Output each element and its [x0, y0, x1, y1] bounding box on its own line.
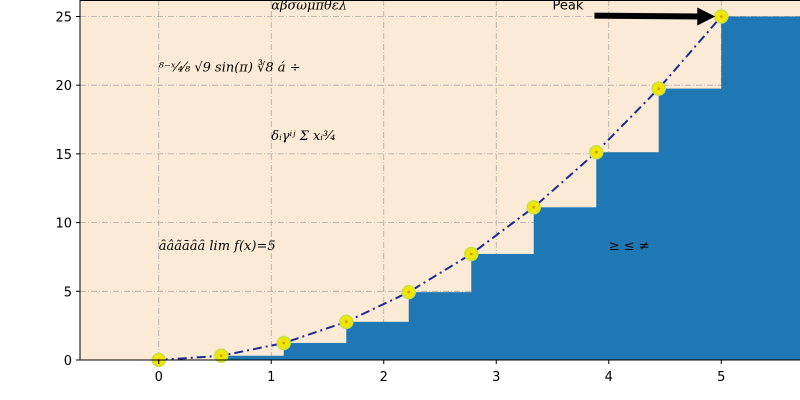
annotation-text: ȃâãāȃȃ lim f(x)=5 — [159, 239, 276, 254]
bars-group — [221, 16, 800, 361]
x-tick-label: 0 — [155, 370, 163, 385]
y-tick-label: 15 — [55, 148, 72, 163]
data-point-center — [719, 15, 723, 18]
y-tick-label: 5 — [64, 285, 72, 300]
data-point-center — [532, 205, 536, 209]
annotation-text: ⁸⁻ˣ⁄₄⁄₈ √9 sin(π) ∛8 á ÷ — [159, 59, 301, 75]
data-point-center — [282, 341, 286, 345]
y-tick-label: 10 — [55, 217, 72, 232]
bar — [221, 355, 312, 360]
peak-label: Peak — [553, 0, 584, 14]
data-point-center — [219, 354, 223, 358]
data-point-center — [344, 320, 348, 324]
data-point-center — [407, 290, 411, 294]
data-point-center — [657, 87, 661, 90]
peak-arrow-head — [697, 7, 716, 26]
annotation-text: αβσωμπθελ — [271, 0, 347, 14]
x-tick-label: 3 — [492, 370, 500, 385]
series-polyline — [158, 15, 723, 361]
data-point-center — [594, 150, 598, 154]
annotation-text: ≥ ≤ ≠ — [609, 239, 650, 254]
x-tick-label: 2 — [380, 370, 388, 385]
bar — [721, 16, 800, 360]
annotations-group: αβσωμπθελ ⁸⁻ˣ⁄₄⁄₈ √9 sin(π) ∛8 á ÷ δᵢγⁱʲ Σ… — [159, 0, 650, 254]
y-tick-label: 25 — [55, 10, 72, 25]
axes-group — [79, 0, 800, 361]
x-tick-label: 5 — [717, 370, 725, 385]
series-line — [158, 15, 723, 361]
y-axis-ticks: 0 5 10 15 20 25 — [55, 10, 80, 369]
peak-annotation: Peak — [553, 0, 716, 26]
x-tick-label: 4 — [605, 370, 613, 385]
annotation-text: δᵢγⁱʲ Σ xᵢ³⁄₄ — [271, 129, 335, 144]
y-tick-label: 0 — [64, 354, 72, 369]
peak-arrow-shaft — [594, 12, 702, 20]
data-point-center — [469, 252, 473, 256]
y-tick-label: 20 — [55, 79, 72, 94]
x-tick-label: 1 — [267, 370, 275, 385]
x-axis-ticks: 0 1 2 3 4 5 — [155, 360, 725, 385]
